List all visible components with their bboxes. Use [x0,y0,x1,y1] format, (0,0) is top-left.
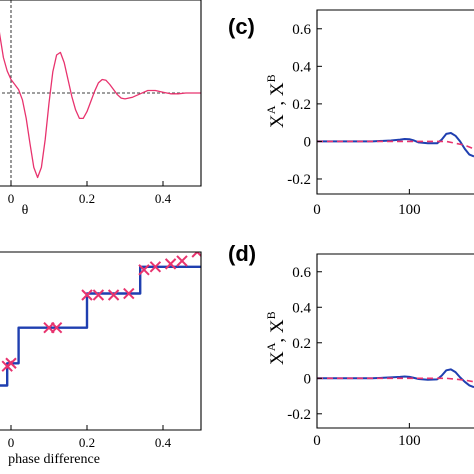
panel-d-plot-marks [317,368,474,389]
x-tick-label: 0 [313,202,321,218]
x-marker-point [176,255,188,267]
panel-d-y-axis-label: XA, XB [264,311,288,365]
x-marker-point [81,289,93,301]
x-tick-label: 0 [313,433,321,449]
series-line [0,31,201,179]
x-tick-label: 0.2 [79,191,95,206]
y-tick-label: -0.2 [287,407,311,423]
top-left-x-axis-label: θ [22,203,29,218]
top-left-x-ticks: 0 0.2 0.4 [8,181,172,206]
y-tick-label: 0.4 [292,300,311,316]
y-tick-label: 0.6 [292,265,311,281]
panel-c-axis-frame [316,9,474,195]
x-tick-label: 0.4 [155,191,172,206]
series-line-dashed [317,140,474,150]
bottom-left-x-ticks: 0 0.2 0.4 [8,425,172,450]
y-tick-label: 0 [304,134,312,150]
bottom-left-axis-frame [0,251,202,431]
top-left-axis-frame [0,0,202,187]
x-marker-point [5,357,17,369]
panel-bottom-left: 0 0.2 0.4 phase difference [0,251,202,467]
panel-top-left: 0 0.2 0.4 θ [0,0,202,218]
top-left-plot-marks [0,0,201,186]
x-marker-point [123,287,135,300]
y-tick-label: 0 [304,371,312,387]
y-tick-label: 0.4 [292,59,311,75]
panel-c-ticks: 0 100-0.200.20.40.6 [287,22,420,218]
x-tick-label: 0 [8,435,15,450]
x-tick-label: 100 [398,433,421,449]
y-tick-label: 0.2 [292,97,311,113]
bottom-left-plot-marks [0,252,201,387]
x-marker-point [149,261,162,273]
series-line [317,368,474,389]
bottom-left-x-axis-label: phase difference [8,452,100,467]
x-marker-point [107,289,120,301]
x-marker-point [164,258,177,270]
series-step-line [0,265,201,387]
panel-c-y-axis-label: XA, XB [264,74,288,128]
y-tick-label: 0.2 [292,336,311,352]
panel-d-axis-frame [316,253,474,429]
panel-c-plot-marks [317,132,474,158]
panel-c: (c) XA, XB 0 100-0.200.20.40.6 [228,9,474,218]
series-line [317,132,474,158]
x-tick-label: 0.2 [79,435,95,450]
x-marker-point [92,289,105,301]
y-tick-label: -0.2 [287,172,311,188]
panel-d: (d) XA, XB 0 100-0.200.20.40.6 [228,241,474,449]
series-line-dashed [317,377,474,383]
x-marker-point [50,321,63,334]
panel-d-label: (d) [228,241,256,266]
x-tick-label: 100 [398,202,421,218]
panel-c-label: (c) [228,14,255,39]
x-marker-point [138,264,150,276]
y-tick-label: 0.6 [292,22,311,38]
x-tick-label: 0.4 [155,435,172,450]
x-tick-label: 0 [8,191,15,206]
panel-d-ticks: 0 100-0.200.20.40.6 [287,265,420,449]
